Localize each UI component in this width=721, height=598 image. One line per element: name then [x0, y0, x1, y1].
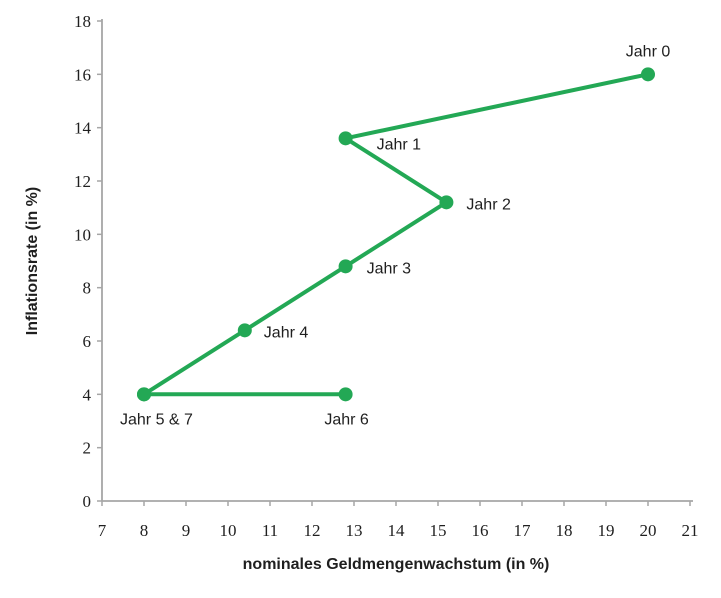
data-point-marker	[338, 259, 353, 274]
x-tick-label: 11	[262, 521, 278, 540]
y-tick-label: 18	[74, 12, 91, 31]
y-tick-label: 8	[83, 279, 92, 298]
x-axis-title: nominales Geldmengenwachstum (in %)	[242, 556, 550, 573]
x-tick-label: 12	[304, 521, 321, 540]
data-point-label: Jahr 3	[367, 260, 412, 277]
x-tick-label: 13	[346, 521, 363, 540]
data-point-label: Jahr 5 & 7	[120, 411, 193, 428]
y-tick-label: 6	[83, 332, 92, 351]
data-point-marker	[137, 387, 151, 402]
y-tick-label: 2	[83, 439, 92, 458]
y-axis-title: Inflationsrate (in %)	[24, 186, 41, 336]
x-tick-label: 19	[598, 521, 615, 540]
data-point-marker	[338, 131, 353, 146]
data-point-marker	[641, 67, 655, 82]
x-tick-label: 8	[140, 521, 149, 540]
y-tick-label: 12	[74, 172, 91, 191]
x-tick-label: 17	[514, 521, 532, 540]
data-point-marker	[338, 387, 353, 402]
data-point-label: Jahr 2	[466, 196, 511, 213]
data-point-label: Jahr 6	[324, 411, 369, 428]
y-tick-label: 14	[74, 119, 92, 138]
data-point-marker	[237, 323, 252, 338]
y-tick-label: 16	[74, 65, 91, 84]
data-point-label: Jahr 4	[264, 324, 309, 341]
x-tick-label: 21	[682, 521, 699, 540]
x-tick-label: 14	[388, 521, 406, 540]
x-tick-label: 7	[98, 521, 107, 540]
data-point-label: Jahr 1	[377, 136, 422, 153]
x-tick-label: 9	[182, 521, 191, 540]
data-point-label: Jahr 0	[626, 43, 671, 60]
y-tick-label: 4	[83, 385, 92, 404]
y-tick-label: 0	[83, 492, 92, 511]
data-line	[142, 72, 650, 397]
x-tick-label: 18	[556, 521, 573, 540]
y-tick-label: 10	[74, 225, 91, 244]
x-tick-label: 16	[472, 521, 489, 540]
x-tick-label: 15	[430, 521, 447, 540]
x-tick-label: 20	[640, 521, 657, 540]
data-point-marker	[439, 195, 454, 210]
x-tick-label: 10	[220, 521, 237, 540]
